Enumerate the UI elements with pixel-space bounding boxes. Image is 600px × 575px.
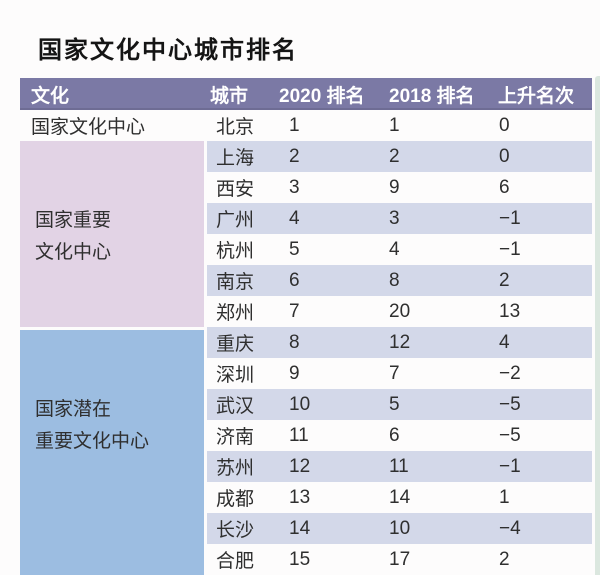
city-cell: 长沙: [216, 520, 255, 541]
rank-2020-cell: 5: [289, 238, 300, 260]
change-cell: −1: [499, 238, 521, 260]
rank-2018-cell: 5: [389, 393, 400, 415]
city-cell: 合肥: [216, 551, 255, 572]
table-row: 武汉 10 5 −5: [207, 389, 592, 420]
ranking-table: 文化 城市 2020 排名 2018 排名 上升名次 国家文化中心 国家重要 文…: [20, 78, 592, 575]
rank-2018-cell: 11: [389, 455, 409, 477]
city-cell: 南京: [216, 272, 255, 293]
table-row: 西安 3 9 6: [207, 172, 592, 203]
header-cell-city: 城市: [210, 85, 249, 107]
change-cell: 1: [499, 486, 510, 508]
change-cell: −1: [499, 455, 521, 477]
rank-2020-cell: 12: [289, 455, 311, 477]
rank-2018-cell: 2: [389, 145, 400, 167]
rank-2020-cell: 9: [289, 362, 300, 384]
table-row: 长沙 14 10 −4: [207, 513, 592, 544]
rank-2020-cell: 3: [289, 176, 300, 198]
rank-2020-cell: 6: [289, 269, 300, 291]
rank-2018-cell: 1: [389, 114, 400, 136]
header-cell-rank-2018: 2018 排名: [389, 85, 475, 107]
table-row: 成都 13 14 1: [207, 482, 592, 513]
change-cell: 6: [499, 176, 510, 198]
table-row: 南京 6 8 2: [207, 265, 592, 296]
rank-2020-cell: 14: [289, 517, 311, 539]
city-cell: 深圳: [216, 365, 255, 386]
rank-2018-cell: 8: [389, 269, 400, 291]
table-row: 重庆 8 12 4: [207, 327, 592, 358]
city-cell: 武汉: [216, 396, 255, 417]
city-cell: 北京: [216, 117, 255, 138]
rank-2018-cell: 17: [389, 548, 411, 570]
rank-2020-cell: 13: [289, 486, 311, 508]
group-label-line1: 国家重要: [35, 210, 112, 231]
city-cell: 郑州: [216, 303, 255, 324]
rank-2018-cell: 10: [389, 517, 411, 539]
city-cell: 济南: [216, 427, 255, 448]
table-row: 济南 11 6 −5: [207, 420, 592, 451]
group-label: 国家文化中心: [31, 117, 146, 138]
group-label-line2: 重要文化中心: [35, 431, 150, 452]
table-row: 合肥 15 17 2: [207, 544, 592, 575]
rank-2018-cell: 4: [389, 238, 400, 260]
change-cell: 2: [499, 548, 510, 570]
table-header-row: 文化 城市 2020 排名 2018 排名 上升名次: [20, 78, 592, 110]
rank-2018-cell: 9: [389, 176, 400, 198]
rank-2020-cell: 8: [289, 331, 300, 353]
culture-group-column: 国家文化中心 国家重要 文化中心 国家潜在 重要文化中心: [20, 110, 204, 575]
rank-2018-cell: 14: [389, 486, 411, 508]
change-cell: −5: [499, 424, 521, 446]
change-cell: 0: [499, 114, 510, 136]
table-row: 郑州 7 20 13: [207, 296, 592, 327]
group-cell-important-center: 国家重要 文化中心: [20, 141, 204, 327]
table-row: 苏州 12 11 −1: [207, 451, 592, 482]
table-row: 上海 2 2 0: [207, 141, 592, 172]
group-label-line1: 国家潜在: [35, 399, 112, 420]
change-cell: 0: [499, 145, 510, 167]
change-cell: −1: [499, 207, 521, 229]
rank-2020-cell: 4: [289, 207, 300, 229]
table-row: 广州 4 3 −1: [207, 203, 592, 234]
rank-2018-cell: 20: [389, 300, 411, 322]
rank-2020-cell: 11: [289, 424, 309, 446]
city-cell: 苏州: [216, 458, 255, 479]
change-cell: 2: [499, 269, 510, 291]
city-cell: 重庆: [216, 334, 255, 355]
city-cell: 杭州: [216, 241, 255, 262]
table-body: 国家文化中心 国家重要 文化中心 国家潜在 重要文化中心 北京 1 1 0: [20, 110, 592, 575]
group-cell-potential-center: 国家潜在 重要文化中心: [20, 327, 204, 575]
rank-2020-cell: 10: [289, 393, 311, 415]
change-cell: 4: [499, 331, 510, 353]
rank-2018-cell: 3: [389, 207, 400, 229]
change-cell: −2: [499, 362, 521, 384]
city-rows: 北京 1 1 0 上海 2 2 0 西安 3 9 6: [207, 110, 592, 575]
rank-2018-cell: 7: [389, 362, 400, 384]
table-row: 杭州 5 4 −1: [207, 234, 592, 265]
change-cell: 13: [499, 300, 521, 322]
rank-2018-cell: 6: [389, 424, 400, 446]
rank-2020-cell: 1: [289, 114, 300, 136]
rank-2020-cell: 15: [289, 548, 311, 570]
rank-2020-cell: 2: [289, 145, 300, 167]
page-title: 国家文化中心城市排名: [38, 37, 298, 64]
rank-2018-cell: 12: [389, 331, 411, 353]
header-cell-rank-2020: 2020 排名: [279, 85, 365, 107]
table-row: 北京 1 1 0: [207, 110, 592, 141]
change-cell: −5: [499, 393, 521, 415]
rank-2020-cell: 7: [289, 300, 300, 322]
page-edge-strip: [595, 76, 600, 575]
group-cell-national-center: 国家文化中心: [20, 110, 204, 141]
city-cell: 上海: [216, 148, 255, 169]
header-cell-culture: 文化: [31, 85, 70, 107]
table-row: 深圳 9 7 −2: [207, 358, 592, 389]
city-cell: 广州: [216, 210, 255, 231]
city-cell: 成都: [216, 489, 255, 510]
change-cell: −4: [499, 517, 521, 539]
city-cell: 西安: [216, 179, 255, 200]
header-cell-change: 上升名次: [498, 85, 575, 107]
group-label-line2: 文化中心: [35, 242, 112, 263]
